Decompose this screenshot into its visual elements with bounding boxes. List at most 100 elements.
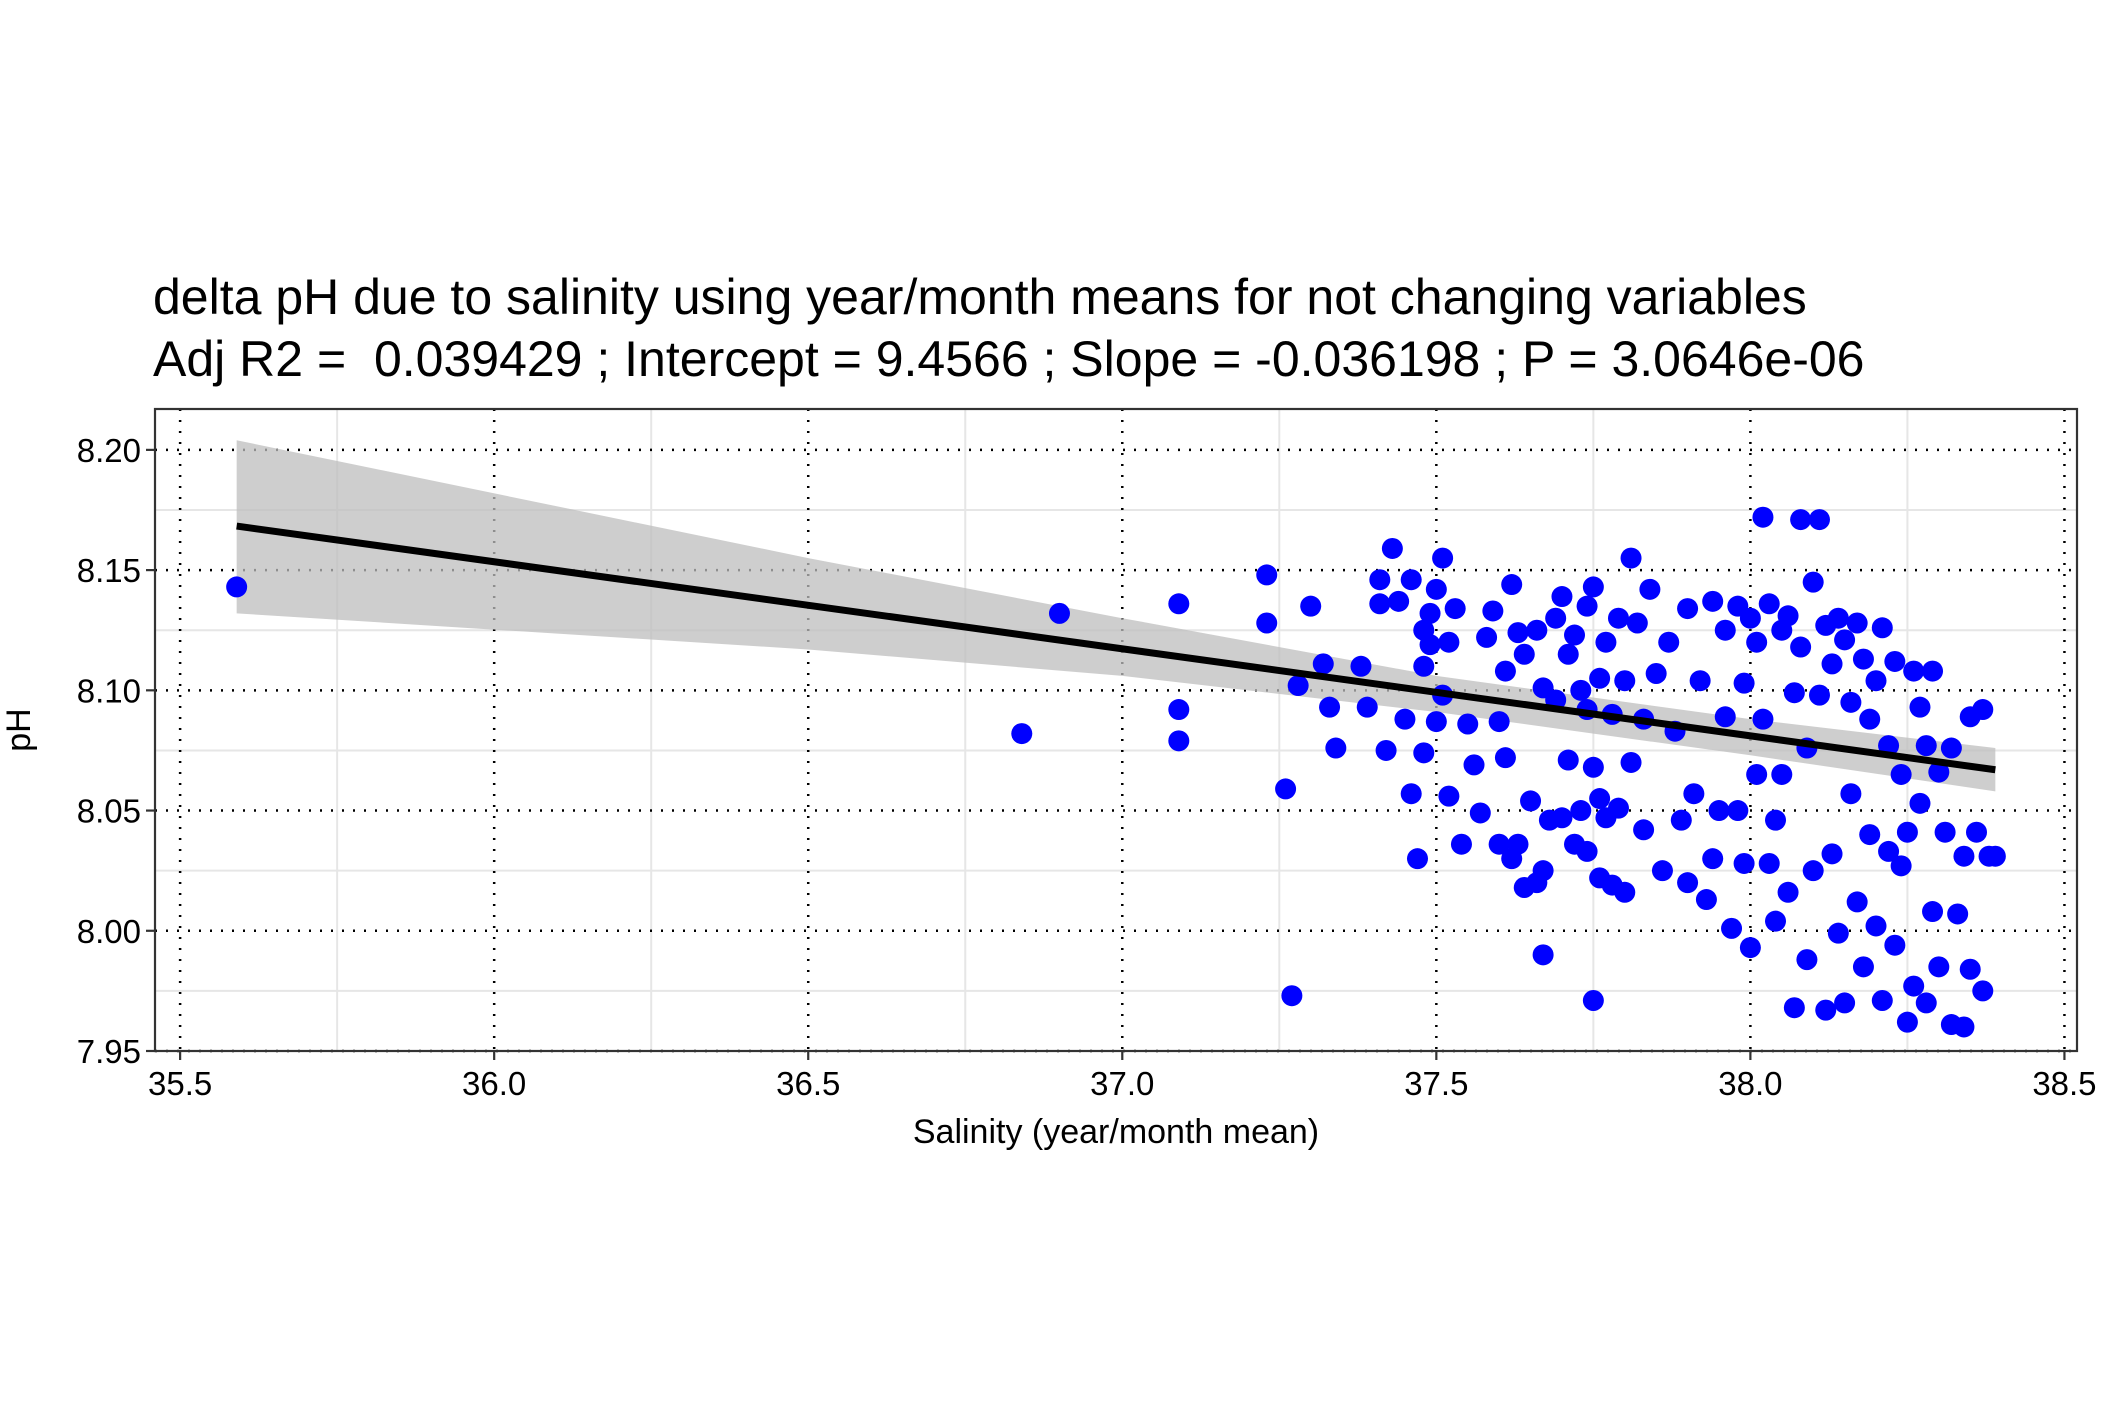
regression-line xyxy=(236,522,1996,774)
data-point xyxy=(1425,578,1447,600)
data-point xyxy=(1639,578,1661,600)
data-point xyxy=(1626,612,1648,634)
data-point xyxy=(1922,660,1944,682)
data-point xyxy=(1871,617,1893,639)
data-point xyxy=(1557,643,1579,665)
data-point xyxy=(1576,595,1598,617)
x-tick-label: 38.5 xyxy=(2032,1065,2096,1102)
data-point xyxy=(1903,975,1925,997)
data-point xyxy=(1677,598,1699,620)
data-point xyxy=(1827,607,1849,629)
data-point xyxy=(1595,631,1617,653)
data-point xyxy=(1488,833,1510,855)
data-point xyxy=(1708,800,1730,822)
data-point xyxy=(1746,631,1768,653)
y-tick-label: 8.20 xyxy=(77,432,141,469)
data-point xyxy=(1350,655,1372,677)
data-point xyxy=(1275,778,1297,800)
data-point xyxy=(1375,739,1397,761)
data-point xyxy=(1312,653,1334,675)
data-point xyxy=(1903,660,1925,682)
data-point xyxy=(1463,754,1485,776)
data-point xyxy=(1400,569,1422,591)
data-point xyxy=(1388,590,1410,612)
data-point xyxy=(1677,872,1699,894)
data-point xyxy=(1482,600,1504,622)
data-point xyxy=(1859,824,1881,846)
data-point xyxy=(1319,696,1341,718)
data-point xyxy=(1369,593,1391,615)
data-point xyxy=(1545,607,1567,629)
data-point xyxy=(1494,747,1516,769)
data-point xyxy=(1425,711,1447,733)
data-point xyxy=(1783,997,1805,1019)
data-point xyxy=(1739,937,1761,959)
data-point xyxy=(1582,990,1604,1012)
data-point xyxy=(1281,985,1303,1007)
data-point xyxy=(1953,1016,1975,1038)
data-point xyxy=(1922,901,1944,923)
data-point xyxy=(1953,845,1975,867)
data-point xyxy=(1620,547,1642,569)
data-point xyxy=(1419,602,1441,624)
data-point xyxy=(1746,763,1768,785)
data-point xyxy=(1287,675,1309,697)
data-point xyxy=(1846,612,1868,634)
data-point xyxy=(1915,735,1937,757)
x-tick-label: 36.5 xyxy=(776,1065,840,1102)
data-point xyxy=(1589,788,1611,810)
data-point xyxy=(1582,756,1604,778)
data-point xyxy=(1582,576,1604,598)
data-point xyxy=(1419,634,1441,656)
data-point xyxy=(1859,708,1881,730)
data-point xyxy=(1356,696,1378,718)
data-point xyxy=(1802,860,1824,882)
data-point xyxy=(1551,807,1573,829)
data-point xyxy=(1645,662,1667,684)
data-point xyxy=(1834,992,1856,1014)
data-point xyxy=(1972,980,1994,1002)
data-point xyxy=(1256,564,1278,586)
data-point xyxy=(1796,949,1818,971)
data-point xyxy=(1790,509,1812,531)
plot-panel-border xyxy=(153,407,2079,1053)
data-point xyxy=(1658,631,1680,653)
data-point xyxy=(1406,848,1428,870)
data-point xyxy=(1670,809,1692,831)
data-point xyxy=(1381,537,1403,559)
data-point xyxy=(1846,891,1868,913)
y-axis-ticks: 7.95 8.00 8.05 8.10 8.15 8.20 xyxy=(77,432,155,1070)
data-points xyxy=(226,506,2006,1038)
x-axis-label: Salinity (year/month mean) xyxy=(913,1113,1319,1151)
data-point xyxy=(1733,672,1755,694)
data-point xyxy=(1972,699,1994,721)
data-point xyxy=(1821,653,1843,675)
data-point xyxy=(1714,619,1736,641)
y-tick-label: 8.10 xyxy=(77,672,141,709)
data-point xyxy=(1790,636,1812,658)
data-point xyxy=(1984,845,2006,867)
data-point xyxy=(1526,619,1548,641)
data-point xyxy=(226,576,248,598)
data-point xyxy=(1771,763,1793,785)
data-point xyxy=(1438,631,1460,653)
data-point xyxy=(1865,670,1887,692)
data-point xyxy=(1783,682,1805,704)
data-point xyxy=(1827,922,1849,944)
data-point xyxy=(1256,612,1278,634)
data-point xyxy=(1633,819,1655,841)
data-point xyxy=(1896,1011,1918,1033)
data-point xyxy=(1758,593,1780,615)
data-point xyxy=(1413,655,1435,677)
x-tick-label: 35.5 xyxy=(148,1065,212,1102)
data-point xyxy=(1896,821,1918,843)
data-point xyxy=(1494,660,1516,682)
data-point xyxy=(1048,602,1070,624)
data-point xyxy=(1695,889,1717,911)
data-point xyxy=(1394,708,1416,730)
data-point xyxy=(1457,713,1479,735)
data-point xyxy=(1614,881,1636,903)
data-point xyxy=(1557,749,1579,771)
